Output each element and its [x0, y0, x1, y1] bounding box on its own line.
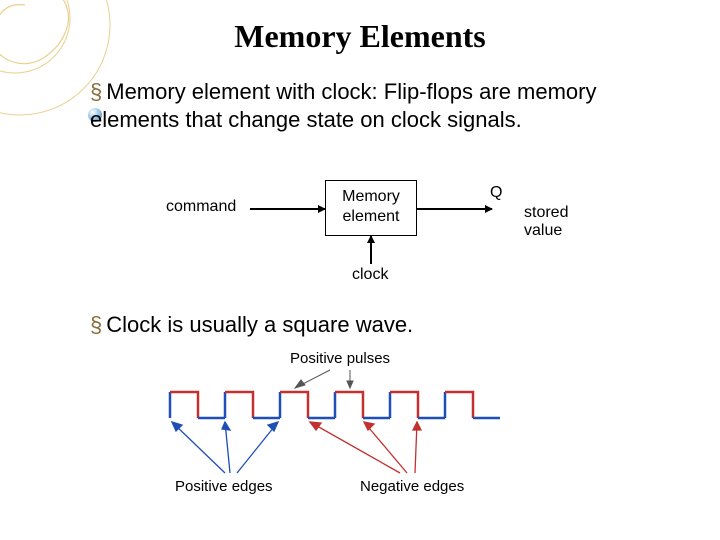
clock-label: clock	[352, 266, 388, 284]
output-arrow	[417, 208, 492, 210]
positive-pulses-label: Positive pulses	[290, 350, 390, 367]
bullet-square-icon: §	[90, 78, 102, 106]
bullet-square-icon: §	[90, 312, 102, 338]
clock-arrow	[370, 236, 372, 264]
clock-wave-diagram: Positive pulses	[140, 350, 570, 510]
bullet-2-text: Clock is usually a square wave.	[106, 312, 413, 337]
bullet-2: §Clock is usually a square wave.	[90, 312, 650, 338]
square-wave	[155, 368, 525, 478]
memory-box: Memory element	[325, 180, 417, 236]
command-label: command	[166, 198, 236, 216]
bullet-1: §Memory element with clock: Flip-flops a…	[90, 78, 680, 134]
slide-title: Memory Elements	[0, 18, 720, 55]
q-label: Q	[490, 184, 502, 202]
memory-element-diagram: command Memory element Q stored value cl…	[130, 168, 600, 288]
input-arrow	[250, 208, 325, 210]
negative-edges-label: Negative edges	[360, 478, 464, 495]
stored-value-label: stored value	[524, 204, 600, 240]
memory-box-line2: element	[326, 207, 416, 227]
positive-edges-label: Positive edges	[175, 478, 273, 495]
memory-box-line1: Memory	[326, 187, 416, 207]
bullet-1-text: Memory element with clock: Flip-flops ar…	[90, 79, 597, 132]
